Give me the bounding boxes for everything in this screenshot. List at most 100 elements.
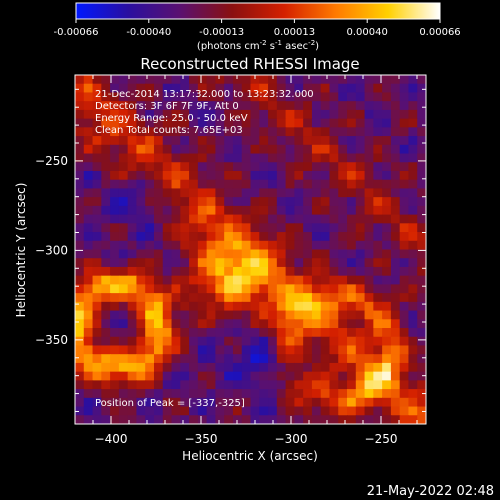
heatmap-cell <box>232 223 243 233</box>
heatmap-cell <box>250 188 260 198</box>
heatmap-cell <box>320 275 331 285</box>
heatmap-cell <box>206 144 217 155</box>
heatmap-cell <box>241 275 252 285</box>
heatmap-cell <box>276 301 287 312</box>
heatmap-cell <box>180 197 190 207</box>
heatmap-cell <box>83 144 94 155</box>
heatmap-cell <box>241 284 252 294</box>
heatmap-cell <box>145 397 155 408</box>
heatmap-cell <box>364 109 374 120</box>
heatmap-cell <box>189 136 199 146</box>
heatmap-cell <box>294 275 304 285</box>
heatmap-cell <box>285 319 295 329</box>
heatmap-cell <box>189 336 199 347</box>
heatmap-cell <box>259 293 269 303</box>
heatmap-cell <box>382 293 392 303</box>
heatmap-cell <box>92 92 102 102</box>
heatmap-cell <box>347 345 357 355</box>
heatmap-cell <box>285 389 295 399</box>
heatmap-cell <box>329 75 339 85</box>
heatmap-cell <box>268 83 278 94</box>
heatmap-cell <box>136 223 146 233</box>
heatmap-cell <box>197 109 208 120</box>
heatmap-cell <box>417 415 426 424</box>
heatmap-cell <box>399 197 410 207</box>
heatmap-cell <box>285 336 295 347</box>
heatmap-cell <box>338 232 348 242</box>
heatmap-cell <box>232 328 243 338</box>
heatmap-cell <box>136 232 146 242</box>
heatmap-cell <box>162 197 173 207</box>
heatmap-cell <box>110 293 120 303</box>
heatmap-cell <box>311 389 322 399</box>
heatmap-cell <box>101 127 111 137</box>
heatmap-cell <box>153 101 164 111</box>
heatmap-cell <box>373 336 383 347</box>
heatmap-cell <box>390 310 401 320</box>
heatmap-cell <box>276 127 287 137</box>
heatmap-cell <box>232 301 243 312</box>
heatmap-cell <box>338 266 348 277</box>
heatmap-cell <box>180 362 190 373</box>
heatmap-cell <box>250 266 260 277</box>
heatmap-cell <box>382 345 392 355</box>
heatmap-cell <box>408 170 418 181</box>
heatmap-cell <box>329 354 339 364</box>
heatmap-cell <box>118 240 129 251</box>
heatmap-cell <box>285 83 295 94</box>
heatmap-cell <box>215 354 225 364</box>
heatmap-cell <box>241 345 252 355</box>
heatmap-cell <box>197 284 208 294</box>
heatmap-cell <box>127 240 138 251</box>
heatmap-cell <box>180 310 190 320</box>
heatmap-cell <box>162 319 173 329</box>
heatmap-cell <box>136 266 146 277</box>
heatmap-cell <box>303 371 313 381</box>
heatmap-cell <box>224 205 234 216</box>
heatmap-cell <box>294 354 304 364</box>
heatmap-cell <box>153 188 164 198</box>
heatmap-cell <box>399 109 410 120</box>
heatmap-cell <box>162 328 173 338</box>
heatmap-cell <box>180 328 190 338</box>
heatmap-cell <box>215 310 225 320</box>
heatmap-cell <box>329 258 339 268</box>
heatmap-cell <box>390 118 401 128</box>
heatmap-cell <box>364 179 374 190</box>
heatmap-cell <box>153 205 164 216</box>
heatmap-cell <box>206 92 217 102</box>
heatmap-cell <box>153 362 164 373</box>
heatmap-cell <box>303 301 313 312</box>
heatmap-cell <box>408 293 418 303</box>
heatmap-cell <box>118 362 129 373</box>
heatmap-cell <box>382 336 392 347</box>
heatmap-cell <box>399 266 410 277</box>
heatmap-cell <box>75 310 85 320</box>
heatmap-cell <box>215 144 225 155</box>
heatmap-cell <box>162 371 173 381</box>
heatmap-cell <box>382 109 392 120</box>
heatmap-cell <box>355 362 366 373</box>
heatmap-cell <box>189 188 199 198</box>
heatmap-cell <box>347 214 357 224</box>
heatmap-cell <box>320 240 331 251</box>
heatmap-cell <box>162 214 173 224</box>
heatmap-cell <box>189 144 199 155</box>
heatmap-cell <box>399 345 410 355</box>
y-tick-label: −250 <box>35 154 68 168</box>
heatmap-cell <box>197 205 208 216</box>
heatmap-cell <box>153 266 164 277</box>
heatmap-cell <box>171 179 181 190</box>
heatmap-cell <box>320 136 331 146</box>
heatmap-cell <box>145 240 155 251</box>
heatmap-cell <box>232 406 243 416</box>
heatmap-cell <box>136 284 146 294</box>
heatmap-cell <box>373 240 383 251</box>
heatmap-cell <box>417 293 426 303</box>
heatmap-cell <box>101 83 111 94</box>
heatmap-cell <box>408 406 418 416</box>
heatmap-cell <box>364 83 374 94</box>
heatmap-cell <box>355 179 366 190</box>
heatmap-cell <box>382 162 392 172</box>
heatmap-cell <box>285 223 295 233</box>
